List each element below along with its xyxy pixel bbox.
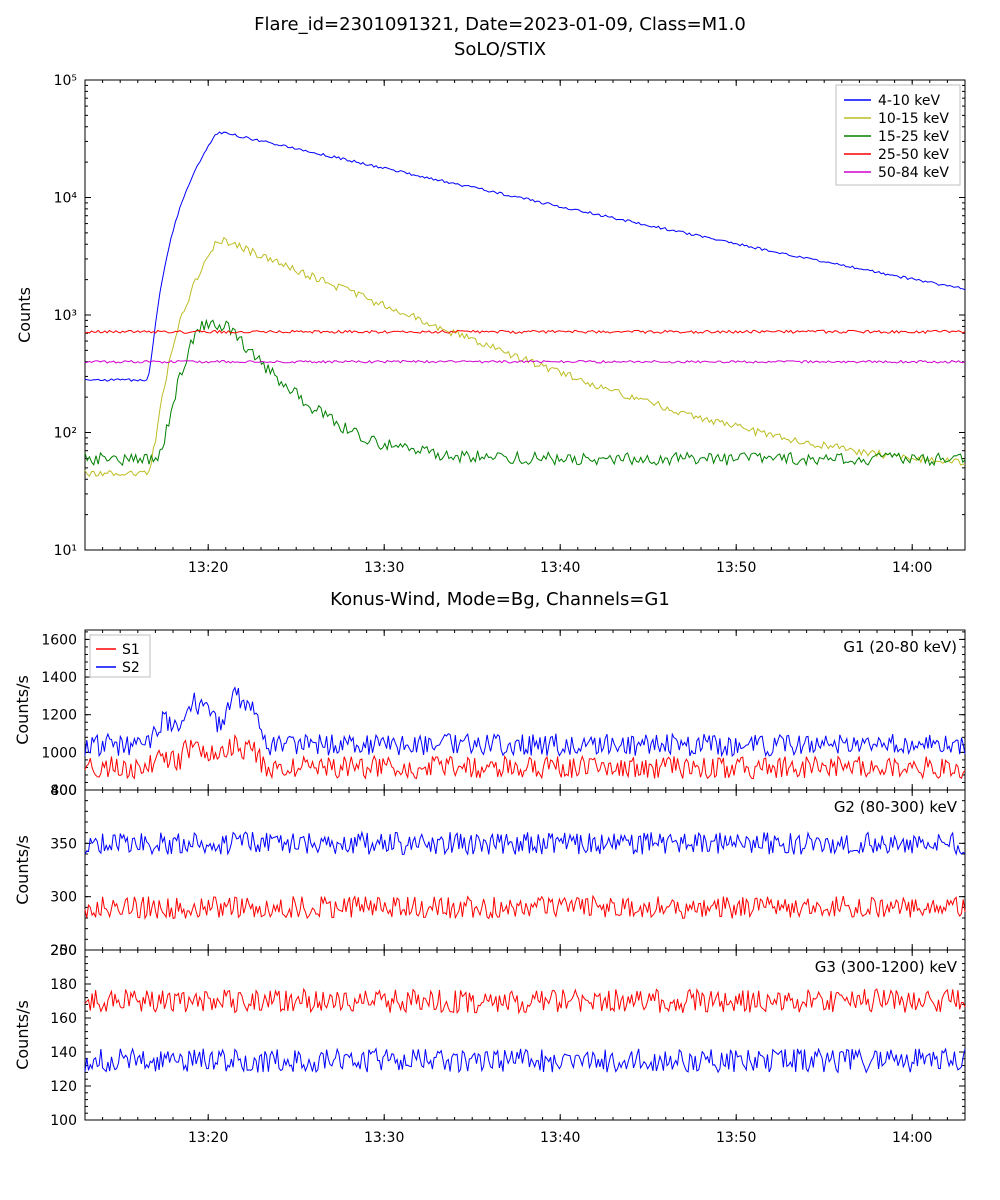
xtick: 13:40: [540, 560, 580, 576]
ytick: 1600: [41, 632, 77, 648]
main-title: Flare_id=2301091321, Date=2023-01-09, Cl…: [254, 14, 746, 35]
xtick: 13:20: [188, 560, 228, 576]
legend-item: S2: [122, 660, 140, 676]
top-chart: 10¹ 10² 10³ 10⁴ 10⁵ 13:20 13:30 13:40 13:50 14:00…: [15, 73, 965, 576]
legend-item: 4-10 keV: [878, 93, 940, 109]
panel-2: 100 120 140 160 180 200 13:20 13:30 13:40 13:50 14…: [13, 943, 965, 1146]
panel-label: G2 (80-300) keV: [834, 798, 958, 816]
series-s1: [85, 736, 965, 779]
ytick: 100: [50, 1113, 77, 1129]
xtick: 13:20: [188, 1130, 228, 1146]
ytick: 10¹: [54, 543, 77, 559]
ytick: 200: [50, 943, 77, 959]
ytick: 140: [50, 1045, 77, 1061]
panel-legend: [90, 635, 150, 677]
series-s2: [85, 832, 965, 854]
ytick: 1400: [41, 670, 77, 686]
ytick: 400: [50, 783, 77, 799]
series-15-25kev: [85, 320, 965, 465]
panel-label: G1 (20-80 keV): [843, 638, 957, 656]
series-10-15kev: [85, 238, 965, 477]
ytick: 120: [50, 1079, 77, 1095]
xtick: 13:30: [364, 560, 404, 576]
ytick: 350: [50, 836, 77, 852]
ytick: 10³: [54, 308, 77, 324]
legend-item: 25-50 keV: [878, 147, 949, 163]
xtick: 13:40: [540, 1130, 580, 1146]
xtick: 14:00: [892, 1130, 932, 1146]
top-ylabel: Counts: [15, 287, 34, 343]
legend-item: 10-15 keV: [878, 111, 949, 127]
legend-item: S1: [122, 642, 140, 658]
ytick: 180: [50, 977, 77, 993]
panel-ylabel: Counts/s: [13, 675, 32, 745]
ytick: 300: [50, 890, 77, 906]
ytick: 1200: [41, 708, 77, 724]
ytick: 10²: [54, 426, 77, 442]
panel-label: G3 (300-1200) keV: [815, 958, 958, 976]
xtick: 13:50: [716, 560, 756, 576]
series-s2: [85, 1049, 965, 1073]
xtick: 13:30: [364, 1130, 404, 1146]
xtick: 13:50: [716, 1130, 756, 1146]
legend-item: 50-84 keV: [878, 165, 949, 181]
ytick: 160: [50, 1011, 77, 1027]
series-s1: [85, 896, 965, 918]
legend-item: 15-25 keV: [878, 129, 949, 145]
xtick: 14:00: [892, 560, 932, 576]
series-s2: [85, 688, 965, 756]
ytick: 10⁵: [54, 73, 77, 89]
panel-ylabel: Counts/s: [13, 835, 32, 905]
series-s1: [85, 989, 965, 1013]
series-25-50kev: [85, 330, 965, 333]
ytick: 1000: [41, 745, 77, 761]
series-50-84kev: [85, 361, 965, 364]
top-subtitle: SoLO/STIX: [454, 39, 546, 60]
ytick: 10⁴: [54, 191, 78, 207]
panel-1: 250300350400Counts/sG2 (80-300) keV: [13, 783, 965, 959]
series-4-10kev: [85, 132, 965, 381]
panel-ylabel: Counts/s: [13, 1000, 32, 1070]
bottom-title: Konus-Wind, Mode=Bg, Channels=G1: [330, 589, 670, 610]
panel-0: 8001000120014001600Counts/sG1 (20-80 keV…: [13, 630, 965, 799]
